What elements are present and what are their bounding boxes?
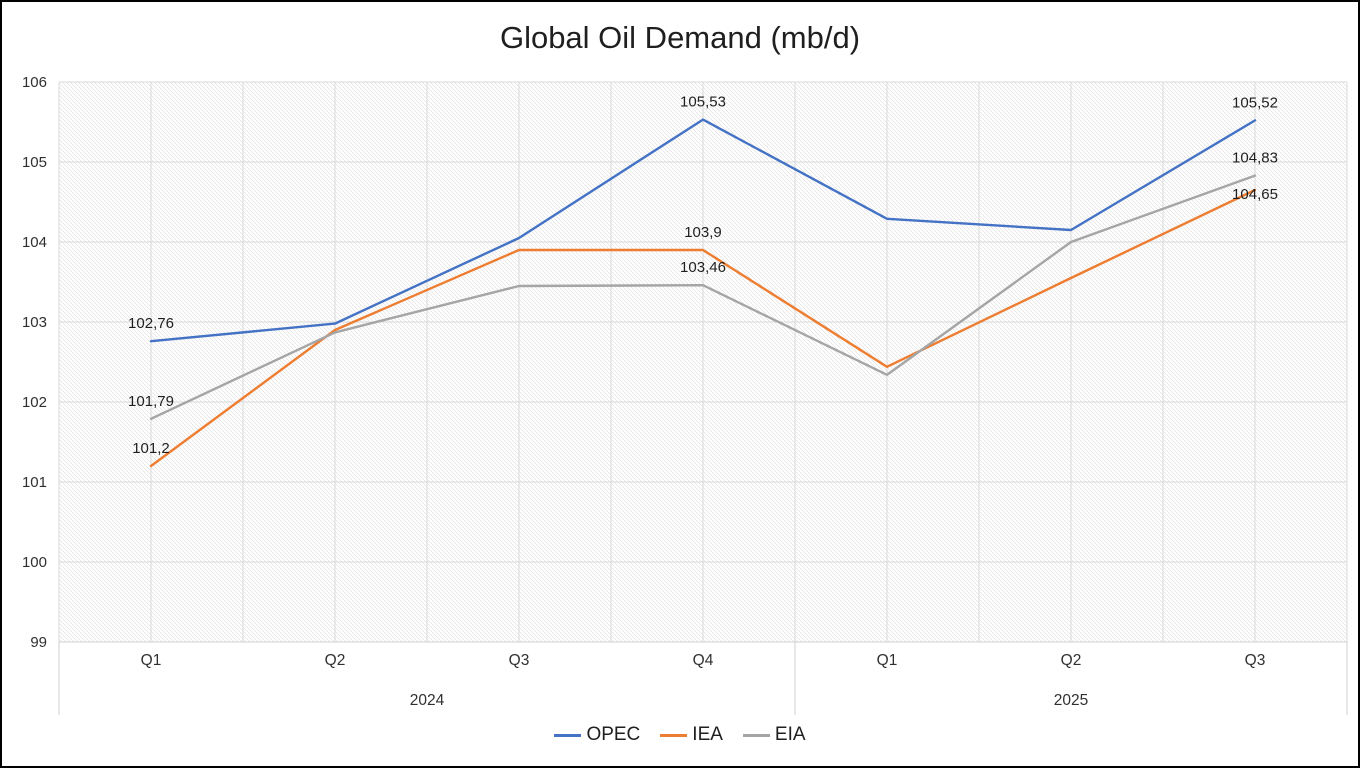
data-label-eia: 101,79 — [128, 393, 174, 410]
series-line-iea — [149, 188, 1257, 468]
y-axis-tick-label: 106 — [22, 74, 47, 91]
data-label-iea: 104,65 — [1232, 186, 1278, 203]
legend-label: OPEC — [586, 724, 641, 745]
x-axis-category-label: Q2 — [325, 652, 346, 669]
x-axis-year-label: 2024 — [410, 692, 445, 709]
x-axis-category-label: Q3 — [1245, 652, 1266, 669]
chart-legend: OPEC IEA EIA — [2, 724, 1358, 746]
x-axis-year-label: 2025 — [1054, 692, 1088, 709]
x-axis-category-label: Q4 — [693, 652, 714, 669]
chart-title: Global Oil Demand (mb/d) — [499, 20, 861, 55]
legend-item-opec: OPEC — [554, 724, 640, 746]
legend-item-iea: IEA — [660, 724, 723, 746]
legend-line-swatch-opec — [554, 733, 582, 737]
legend-label: EIA — [774, 724, 806, 745]
legend-label: IEA — [692, 724, 723, 745]
legend-line-swatch-iea — [660, 733, 688, 737]
y-axis-tick-label: 104 — [22, 234, 47, 251]
x-axis-category-label: Q1 — [141, 652, 162, 669]
x-axis-category-label: Q3 — [509, 652, 530, 669]
y-axis-tick-label: 99 — [30, 634, 47, 651]
y-axis-tick-label: 103 — [22, 314, 47, 331]
data-label-opec: 105,52 — [1232, 94, 1278, 111]
legend-item-eia: EIA — [742, 724, 806, 746]
data-label-iea: 101,2 — [132, 440, 170, 457]
data-label-iea: 103,9 — [684, 224, 722, 241]
data-label-eia: 104,83 — [1232, 150, 1278, 167]
data-label-opec: 102,76 — [128, 315, 174, 332]
x-axis-category-label: Q2 — [1061, 652, 1082, 669]
legend-line-swatch-eia — [742, 733, 770, 737]
series-line-eia — [149, 174, 1257, 420]
data-label-opec: 105,53 — [680, 94, 726, 111]
y-axis-tick-label: 101 — [22, 474, 47, 491]
data-label-eia: 103,46 — [680, 259, 726, 276]
series-line-opec — [149, 118, 1257, 343]
x-axis-category-label: Q1 — [877, 652, 898, 669]
y-axis-tick-label: 102 — [22, 394, 47, 411]
y-axis-tick-label: 105 — [22, 154, 47, 171]
y-axis-tick-label: 100 — [22, 554, 47, 571]
